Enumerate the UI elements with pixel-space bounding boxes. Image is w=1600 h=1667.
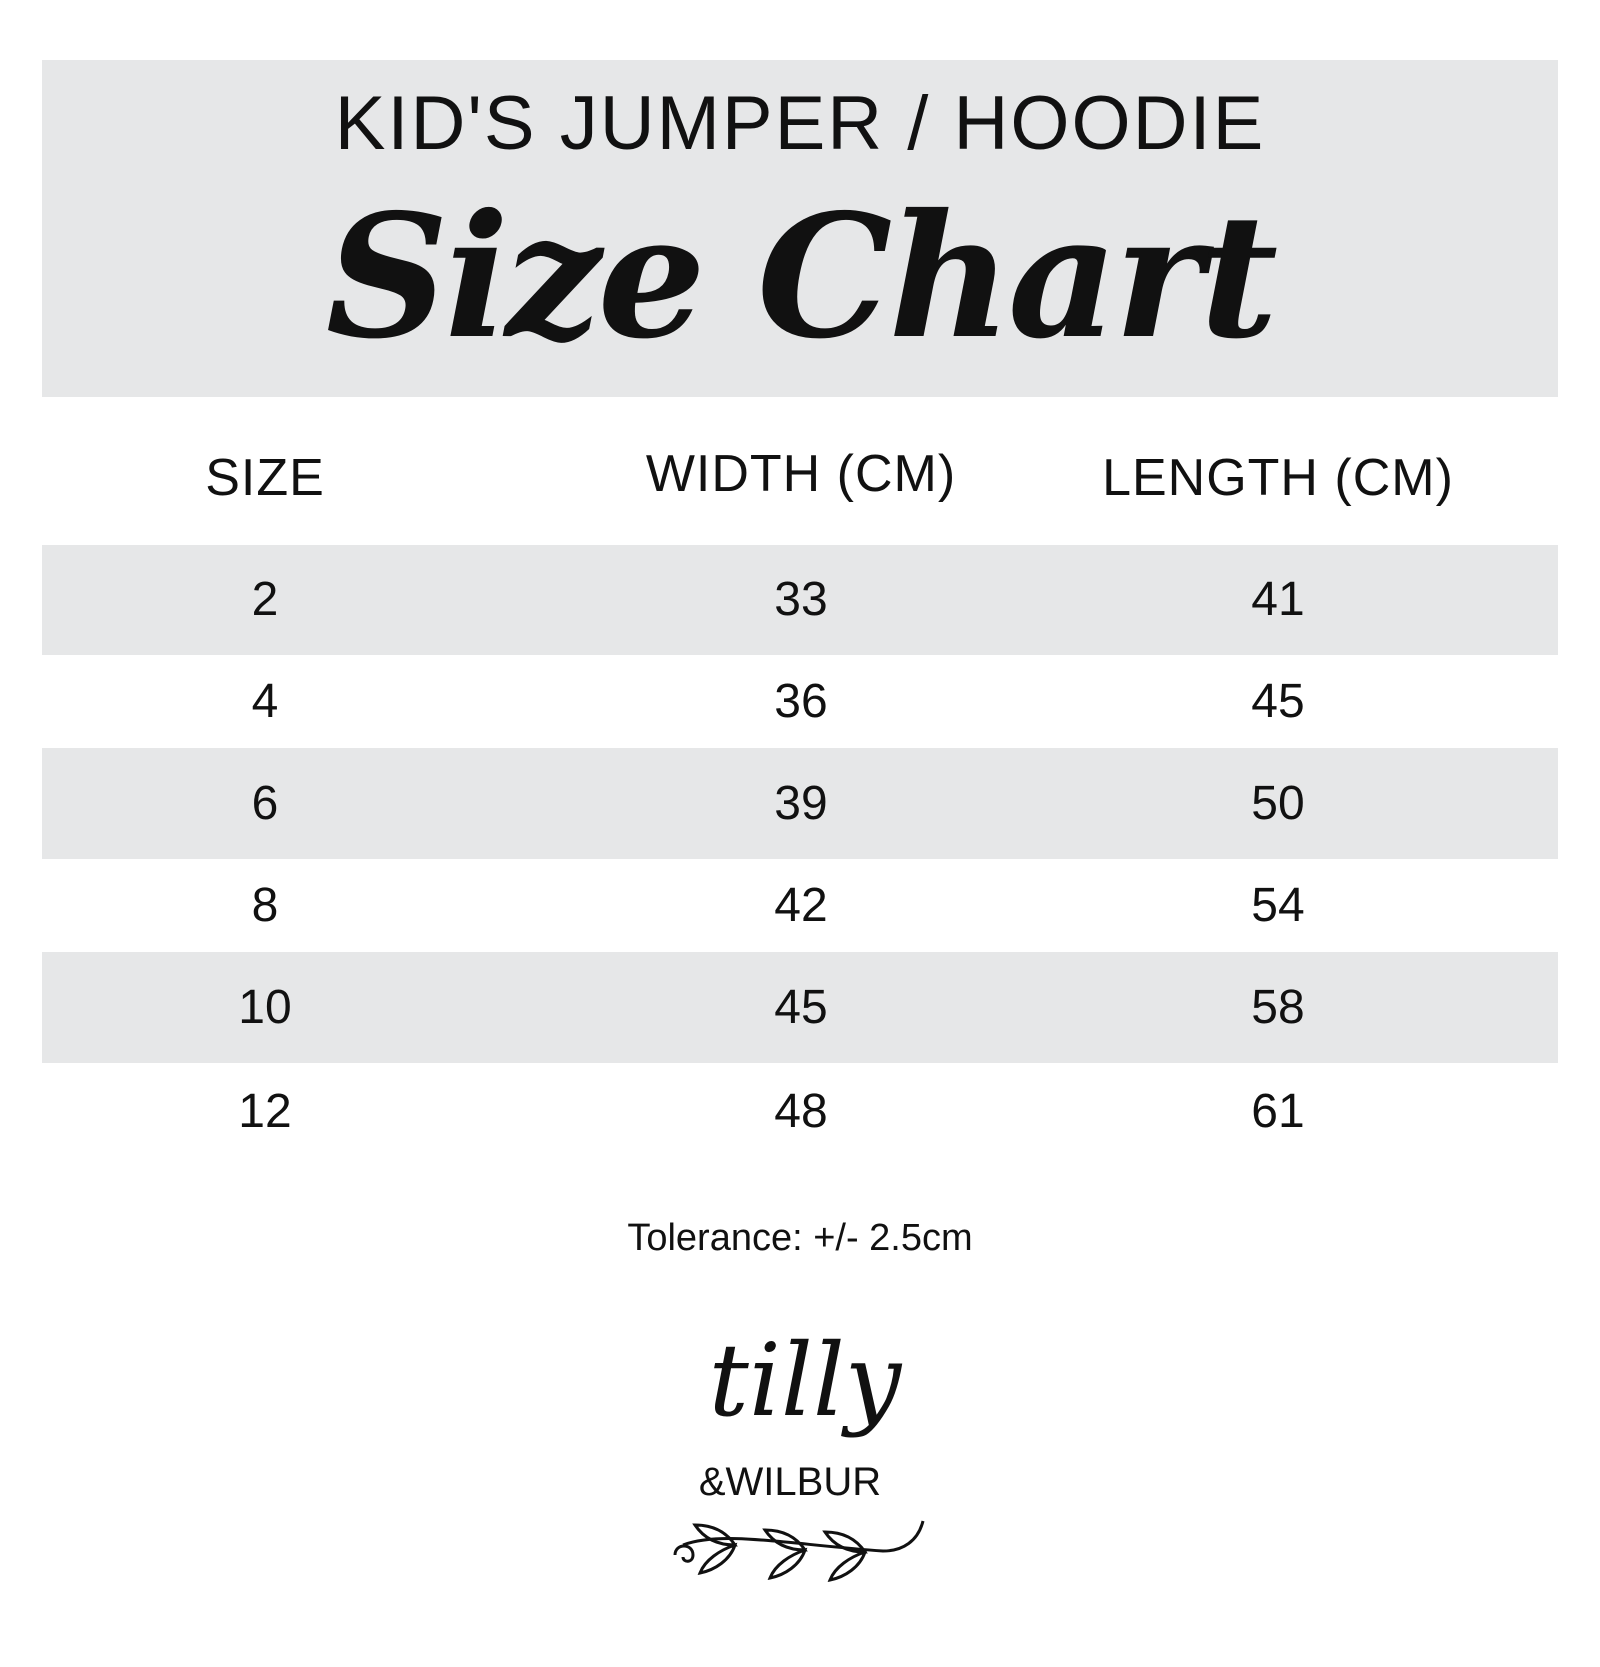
table-row: 12 48 61 (42, 1063, 1558, 1160)
cell-width: 45 (774, 980, 828, 1034)
logo-line1: tilly (709, 1322, 903, 1439)
cell-length: 50 (1251, 776, 1305, 830)
cell-length: 61 (1251, 1084, 1305, 1138)
cell-size: 12 (238, 1084, 292, 1138)
table-row: 8 42 54 (42, 859, 1558, 952)
cell-size: 8 (251, 878, 279, 932)
cell-size: 4 (251, 674, 279, 728)
cell-length: 58 (1251, 980, 1305, 1034)
logo-line2: &WILBUR (699, 1460, 881, 1504)
cell-width: 48 (774, 1084, 828, 1138)
leaf-branch-icon (673, 1520, 925, 1583)
cell-width: 36 (774, 674, 828, 728)
table-row: 4 36 45 (42, 655, 1558, 748)
cell-size: 2 (251, 573, 279, 626)
tilly-and-wilbur-logo: tilly &WILBUR (673, 1322, 925, 1583)
cell-width: 33 (774, 573, 828, 626)
column-header-length: LENGTH (CM) (1102, 449, 1454, 507)
table-row: 10 45 58 (42, 952, 1558, 1063)
cell-length: 41 (1251, 573, 1305, 626)
cell-size: 10 (238, 980, 292, 1034)
cell-length: 54 (1251, 878, 1305, 932)
product-title: KID'S JUMPER / HOODIE (334, 81, 1266, 166)
cell-width: 39 (774, 776, 828, 830)
table-row: 6 39 50 (42, 748, 1558, 859)
column-header-size: SIZE (205, 449, 325, 507)
cell-width: 42 (774, 878, 828, 932)
cell-size: 6 (251, 776, 279, 830)
tolerance-note: Tolerance: +/- 2.5cm (627, 1217, 973, 1259)
title-banner (42, 60, 1558, 397)
cell-length: 45 (1251, 674, 1305, 728)
column-header-width: WIDTH (CM) (645, 445, 957, 503)
table-row: 2 33 41 (42, 545, 1558, 655)
size-chart-heading: Size Chart (325, 177, 1278, 377)
